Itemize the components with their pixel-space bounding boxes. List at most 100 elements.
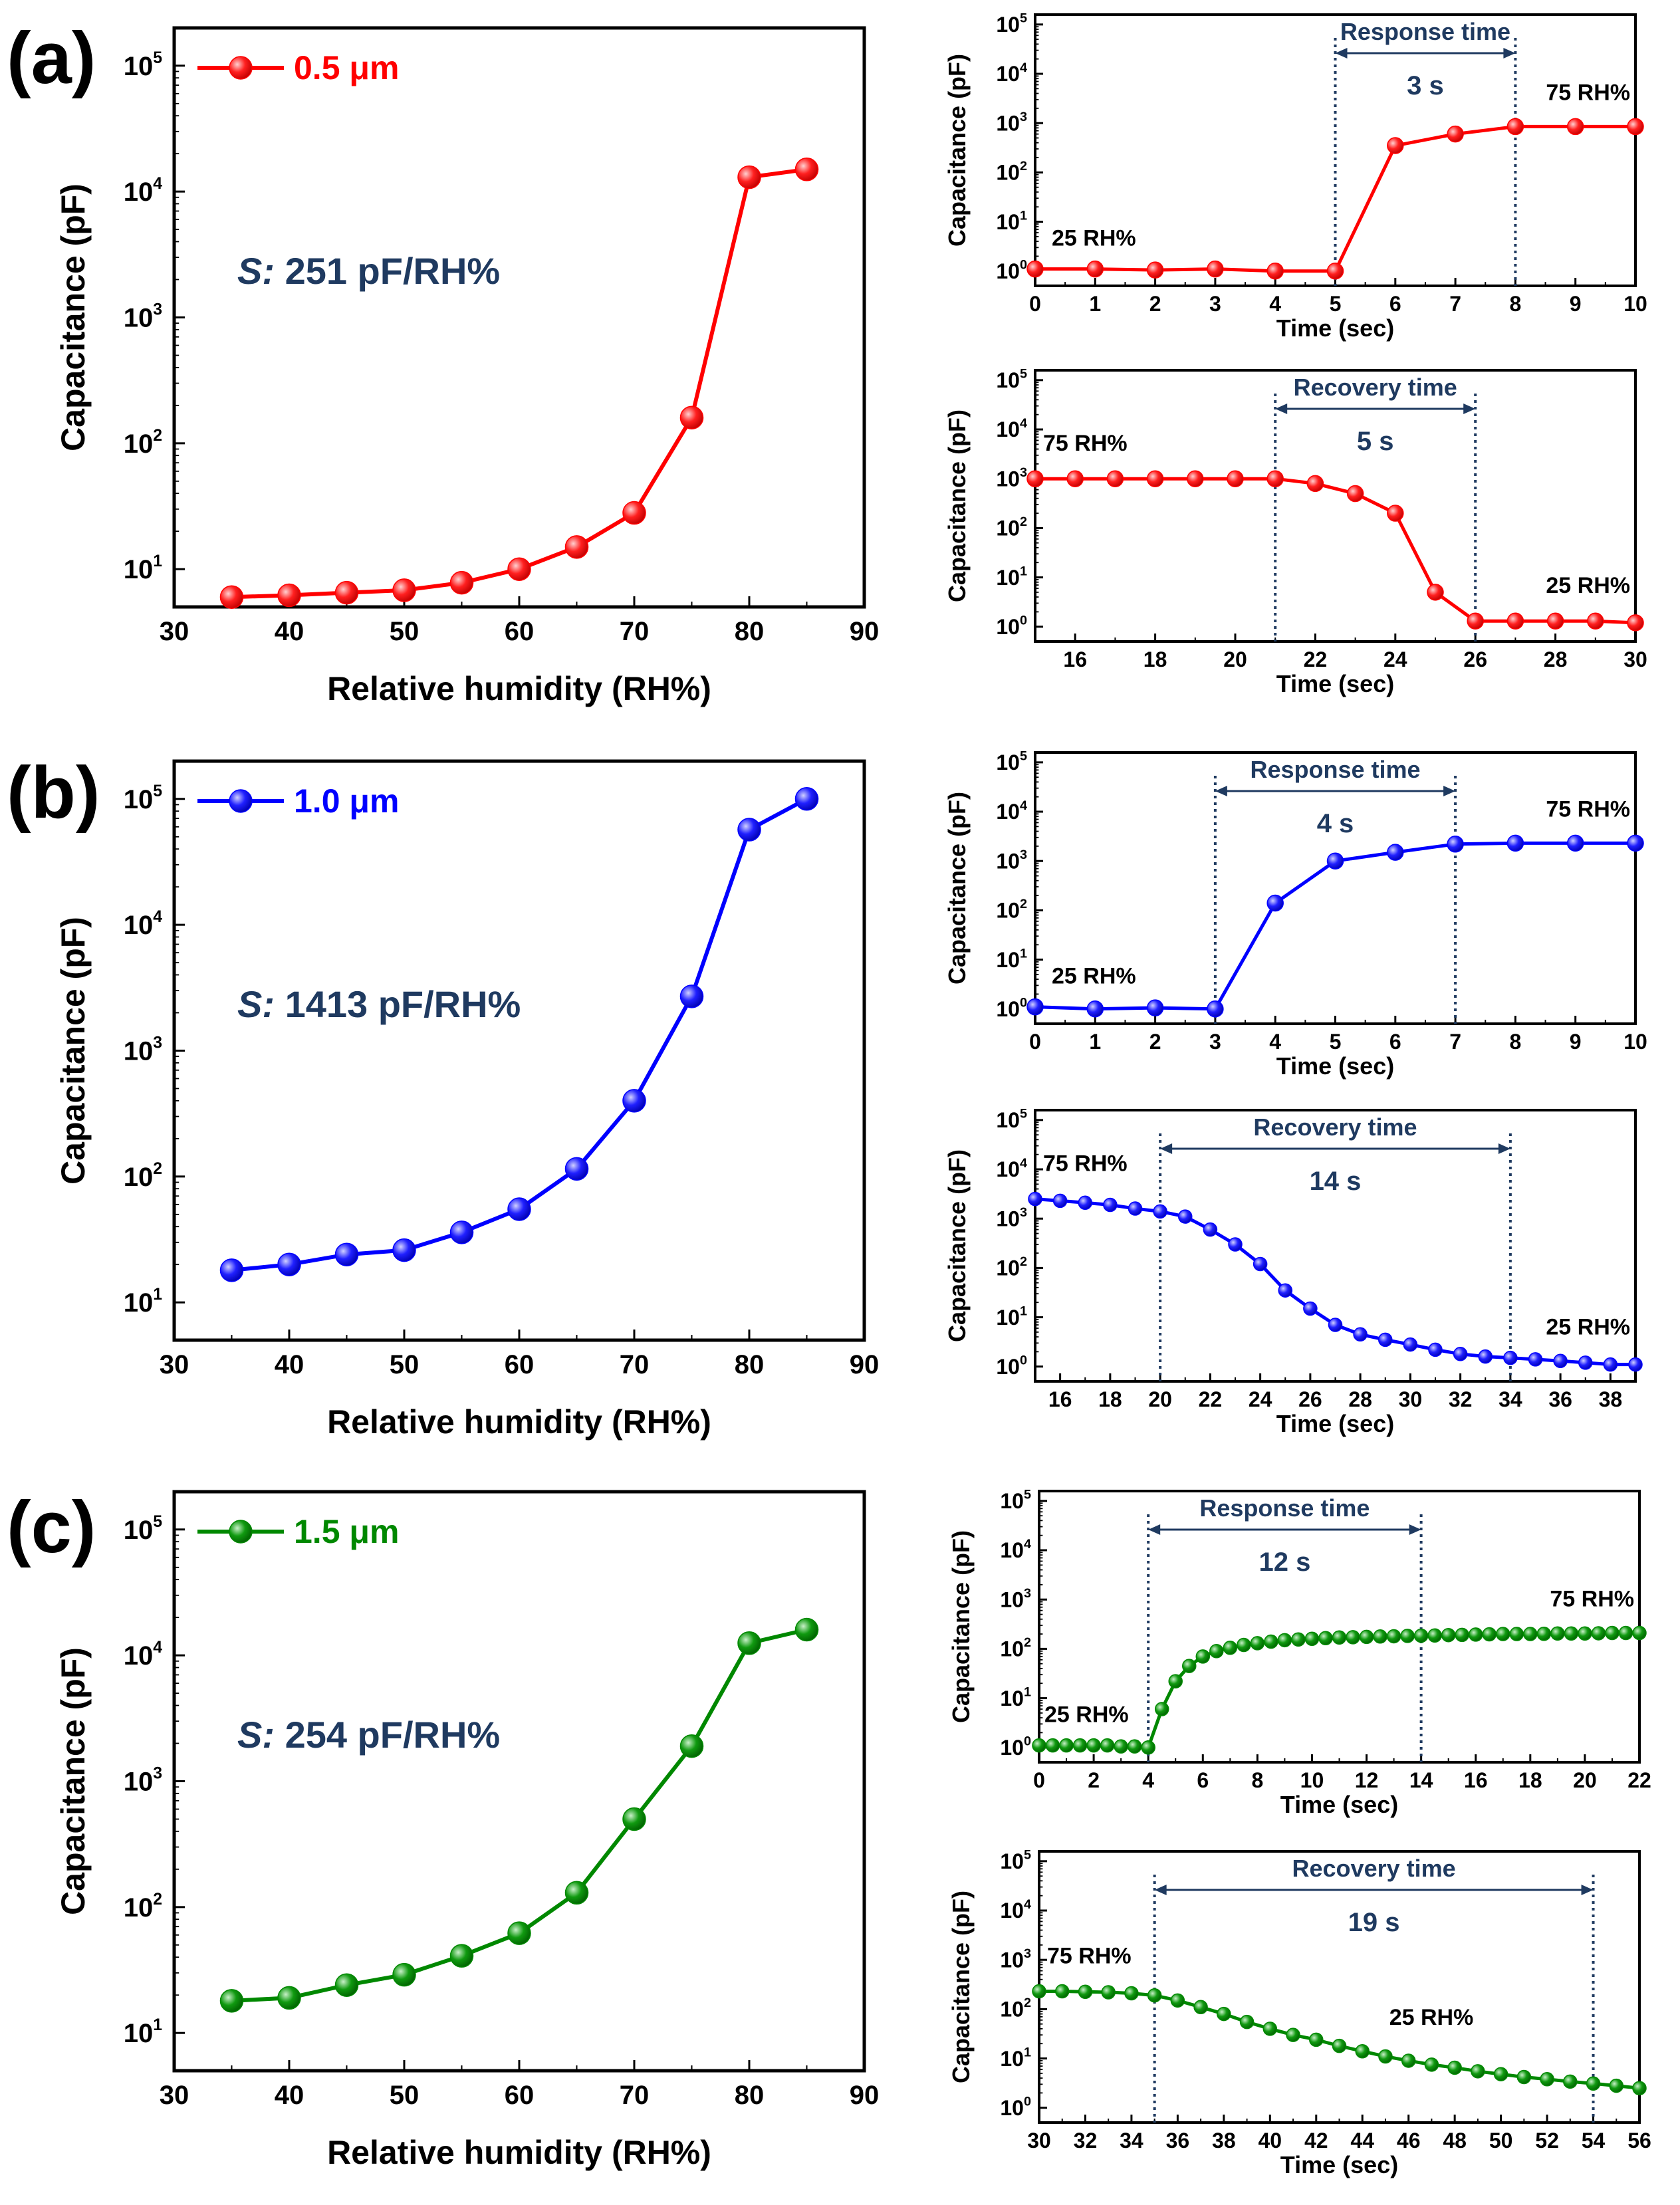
sensitivity-prefix: S:: [237, 983, 285, 1025]
x-axis-title: Relative humidity (RH%): [327, 1403, 711, 1441]
axes-frame: [172, 759, 866, 1342]
data-point: [1482, 1627, 1497, 1642]
data-point: [1618, 1625, 1633, 1641]
y-tick-label: 105: [1000, 1848, 1031, 1873]
data-point: [1468, 1627, 1483, 1642]
data-point: [1564, 1626, 1579, 1641]
data-point: [1578, 1626, 1592, 1641]
data-point: [1523, 1627, 1538, 1641]
data-point: [1332, 2038, 1347, 2053]
sensitivity-prefix: S:: [237, 1714, 285, 1756]
data-point: [1627, 614, 1644, 632]
data-point: [564, 535, 589, 559]
arrow-head-right: [1409, 1524, 1421, 1535]
data-point: [1400, 1629, 1415, 1643]
x-tick-label: 60: [505, 617, 535, 646]
data-point: [334, 1242, 359, 1266]
data-point: [1078, 1984, 1093, 2000]
data-point: [1540, 2071, 1554, 2087]
data-point: [1026, 470, 1044, 487]
x-tick-label: 32: [1449, 1387, 1473, 1411]
data-point: [1086, 260, 1104, 278]
y-tick-label: 104: [1000, 1897, 1031, 1922]
x-tick-label: 4: [1269, 1030, 1281, 1054]
state-label-end: 75 RH%: [1550, 1586, 1634, 1611]
series-line: [1035, 477, 1636, 625]
y-tick-label: 102: [124, 427, 162, 459]
y-tick-label: 101: [996, 1304, 1027, 1329]
data-point: [1447, 125, 1464, 143]
y-tick-label: 101: [996, 946, 1027, 971]
arrow-head-right: [1581, 1885, 1594, 1895]
data-point: [1154, 1702, 1169, 1716]
series-line: [231, 167, 807, 600]
data-point: [1182, 1659, 1197, 1673]
data-point: [1052, 1193, 1068, 1209]
state-label-end: 25 RH%: [1546, 1315, 1630, 1340]
x-tick-label: 18: [1098, 1387, 1122, 1411]
x-tick-label: 80: [735, 2081, 765, 2110]
y-axis-title: Capacitance (pF): [943, 409, 971, 602]
time-duration: 12 s: [1259, 1548, 1310, 1577]
legend-marker: [229, 1520, 253, 1544]
data-point: [507, 557, 531, 581]
x-tick-label: 26: [1463, 647, 1487, 671]
x-tick-label: 50: [390, 617, 420, 646]
data-point: [1223, 1641, 1238, 1655]
y-tick-label: 104: [996, 416, 1027, 441]
x-tick-label: 0: [1029, 292, 1041, 316]
data-point: [1403, 1337, 1418, 1352]
x-tick-label: 14: [1409, 1768, 1433, 1792]
x-tick-label: 16: [1048, 1387, 1072, 1411]
data-point: [1124, 1986, 1139, 2001]
x-tick-label: 0: [1029, 1030, 1041, 1054]
state-label-start: 75 RH%: [1047, 1944, 1132, 1969]
x-tick-label: 80: [735, 617, 765, 646]
data-point: [1304, 1631, 1320, 1646]
data-point: [1072, 1738, 1088, 1753]
y-tick-label: 104: [996, 60, 1027, 86]
x-tick-label: 22: [1304, 647, 1328, 671]
x-tick-label: 30: [160, 617, 189, 646]
data-point: [1387, 844, 1404, 861]
data-point: [277, 1252, 301, 1276]
arrow-head-right: [1463, 404, 1476, 414]
data-point: [1328, 1318, 1343, 1332]
y-axis-title: Capacitance (pF): [55, 917, 92, 1185]
y-tick-label: 100: [996, 996, 1027, 1021]
data-point: [1603, 1357, 1618, 1372]
data-point: [1266, 262, 1284, 280]
x-tick-label: 20: [1223, 647, 1247, 671]
state-label-end: 75 RH%: [1546, 796, 1630, 822]
data-point: [1193, 2000, 1208, 2015]
data-point: [219, 1989, 244, 2013]
data-point: [1447, 2060, 1462, 2075]
series-line: [231, 1627, 808, 2003]
state-label-end: 25 RH%: [1546, 573, 1630, 598]
data-point: [1303, 1301, 1318, 1316]
y-axis-title: Capacitance (pF): [947, 1530, 975, 1723]
y-tick-label: 103: [996, 465, 1027, 491]
legend-marker: [229, 789, 253, 813]
axes-frame: [1038, 1490, 1641, 1764]
data-point: [1326, 262, 1344, 280]
data-point: [1045, 1738, 1060, 1753]
data-point: [1467, 612, 1484, 630]
data-point: [449, 1944, 474, 1968]
arrow-head-left: [1148, 1524, 1161, 1535]
state-label-start: 25 RH%: [1044, 1702, 1129, 1728]
x-tick-label: 28: [1544, 647, 1568, 671]
y-tick-label: 102: [996, 159, 1027, 184]
y-tick-label: 105: [996, 1107, 1027, 1132]
x-tick-label: 80: [735, 1350, 765, 1379]
time-duration: 3 s: [1407, 71, 1444, 100]
data-point: [1309, 2032, 1324, 2047]
plot-recovery-1: 16 18 20 22 24 26 28 30 32 34 36 38 100 101 102 103 104 1…: [943, 1107, 1643, 1437]
x-tick-label: 24: [1249, 1387, 1272, 1411]
x-tick-label: 38: [1599, 1387, 1623, 1411]
plot-response-2: 0 2 4 6 8 10 12 14 16 18 20 22 100 101 102 103 104 105 Tim…: [947, 1488, 1651, 1818]
data-point: [1546, 612, 1564, 630]
legend-text: 0.5 μm: [294, 49, 399, 86]
x-tick-label: 90: [850, 2081, 880, 2110]
data-point: [1032, 1738, 1046, 1753]
